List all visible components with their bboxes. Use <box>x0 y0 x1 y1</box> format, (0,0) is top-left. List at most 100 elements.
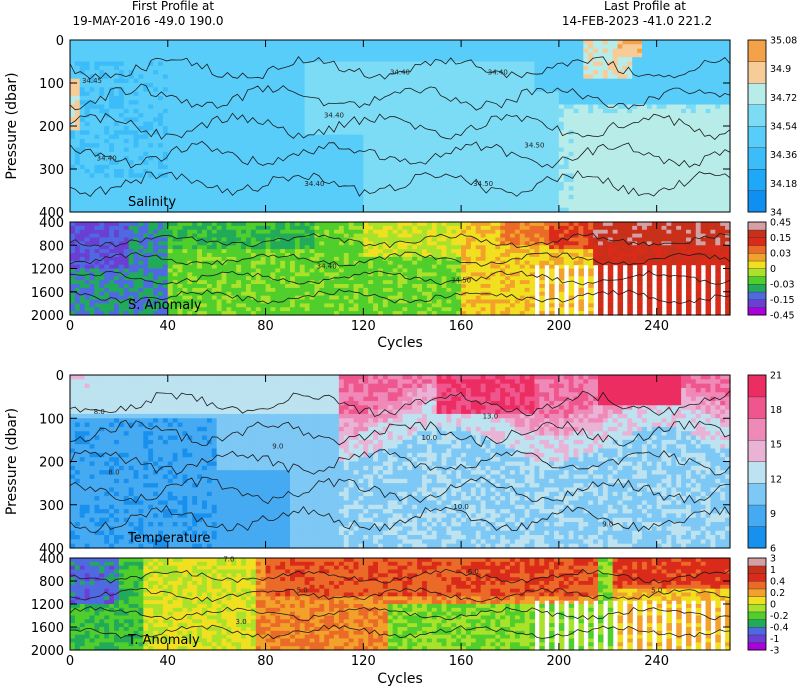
heatmap-cell <box>114 130 120 136</box>
heatmap-cell <box>221 143 228 149</box>
heatmap-cell <box>583 91 589 97</box>
heatmap-cell <box>422 190 428 196</box>
heatmap-cell <box>94 65 100 71</box>
heatmap-cell <box>241 83 247 88</box>
heatmap-cell <box>192 147 198 153</box>
heatmap-cell <box>118 143 125 149</box>
heatmap-cell <box>182 108 188 114</box>
heatmap-cell <box>334 134 340 140</box>
heatmap-cell <box>558 117 565 123</box>
heatmap-cell <box>490 48 496 54</box>
heatmap-cell <box>378 104 384 110</box>
heatmap-cell <box>265 108 272 114</box>
heatmap-cell <box>422 173 428 179</box>
heatmap-cell <box>334 130 340 136</box>
heatmap-cell <box>563 74 570 80</box>
heatmap-cell <box>382 57 389 63</box>
heatmap-cell <box>74 126 81 131</box>
heatmap-cell <box>466 173 472 179</box>
heatmap-cell <box>216 48 223 54</box>
heatmap-cell <box>495 169 501 174</box>
heatmap-cell <box>651 156 658 161</box>
heatmap-cell <box>495 83 501 88</box>
heatmap-cell <box>500 160 506 166</box>
heatmap-cell <box>661 207 668 213</box>
heatmap-cell <box>422 181 428 187</box>
heatmap-cell <box>441 134 448 140</box>
heatmap-cell <box>534 100 540 106</box>
heatmap-cell <box>177 100 184 106</box>
heatmap-cell <box>221 113 228 118</box>
heatmap-cell <box>417 143 423 149</box>
heatmap-cell <box>387 151 394 157</box>
heatmap-cell <box>109 147 115 153</box>
heatmap-cell <box>407 160 413 166</box>
heatmap-cell <box>593 108 599 114</box>
heatmap-cell <box>539 78 545 84</box>
heatmap-cell <box>466 52 472 58</box>
heatmap-cell <box>70 91 76 97</box>
heatmap-cell <box>607 95 614 101</box>
heatmap-cell <box>202 91 208 97</box>
heatmap-cell <box>524 130 531 136</box>
heatmap-cell <box>417 134 423 140</box>
heatmap-cell <box>280 164 286 170</box>
heatmap-cell <box>637 156 643 161</box>
heatmap-cell <box>290 74 296 80</box>
heatmap-cell <box>358 83 364 88</box>
heatmap-cell <box>368 108 374 114</box>
heatmap-cell <box>378 74 384 80</box>
heatmap-cell <box>456 44 462 50</box>
heatmap-cell <box>202 61 208 67</box>
heatmap-cell <box>651 113 658 118</box>
heatmap-cell <box>167 177 174 183</box>
heatmap-cell <box>197 160 203 166</box>
heatmap-cell <box>412 74 418 80</box>
heatmap-cell <box>397 113 404 118</box>
heatmap-cell <box>402 194 408 200</box>
heatmap-cell <box>661 199 668 204</box>
heatmap-cell <box>94 199 100 204</box>
heatmap-cell <box>426 121 433 127</box>
heatmap-cell <box>529 130 536 136</box>
heatmap-cell <box>118 40 125 45</box>
heatmap-cell <box>666 108 672 114</box>
heatmap-cell <box>250 83 257 88</box>
heatmap-cell <box>236 199 242 204</box>
heatmap-cell <box>475 87 482 93</box>
heatmap-cell <box>524 57 531 63</box>
heatmap-cell <box>466 78 472 84</box>
heatmap-cell <box>568 52 575 58</box>
heatmap-cell <box>622 199 628 204</box>
heatmap-cell <box>461 121 467 127</box>
heatmap-cell <box>114 91 120 97</box>
heatmap-cell <box>505 181 511 187</box>
heatmap-cell <box>529 181 536 187</box>
heatmap-cell <box>524 186 531 192</box>
heatmap-cell <box>133 143 140 149</box>
heatmap-cell <box>382 203 389 209</box>
heatmap-cell <box>290 203 296 209</box>
heatmap-cell <box>221 108 228 114</box>
heatmap-cell <box>138 48 144 54</box>
heatmap-cell <box>187 121 193 127</box>
heatmap-cell <box>226 87 232 93</box>
heatmap-cell <box>226 156 232 161</box>
heatmap-cell <box>290 100 296 106</box>
heatmap-cell <box>666 117 672 123</box>
heatmap-cell <box>246 199 252 204</box>
heatmap-cell <box>661 169 668 174</box>
heatmap-cell <box>118 173 125 179</box>
heatmap-cell <box>500 181 506 187</box>
heatmap-cell <box>456 164 462 170</box>
heatmap-cell <box>666 207 672 213</box>
heatmap-cell <box>211 61 218 67</box>
heatmap-cell <box>319 190 325 196</box>
heatmap-cell <box>598 126 604 131</box>
heatmap-cell <box>192 164 198 170</box>
heatmap-cell <box>314 134 320 140</box>
heatmap-cell <box>485 160 492 166</box>
heatmap-cell <box>661 52 668 58</box>
heatmap-cell <box>578 117 584 123</box>
heatmap-cell <box>74 203 81 209</box>
